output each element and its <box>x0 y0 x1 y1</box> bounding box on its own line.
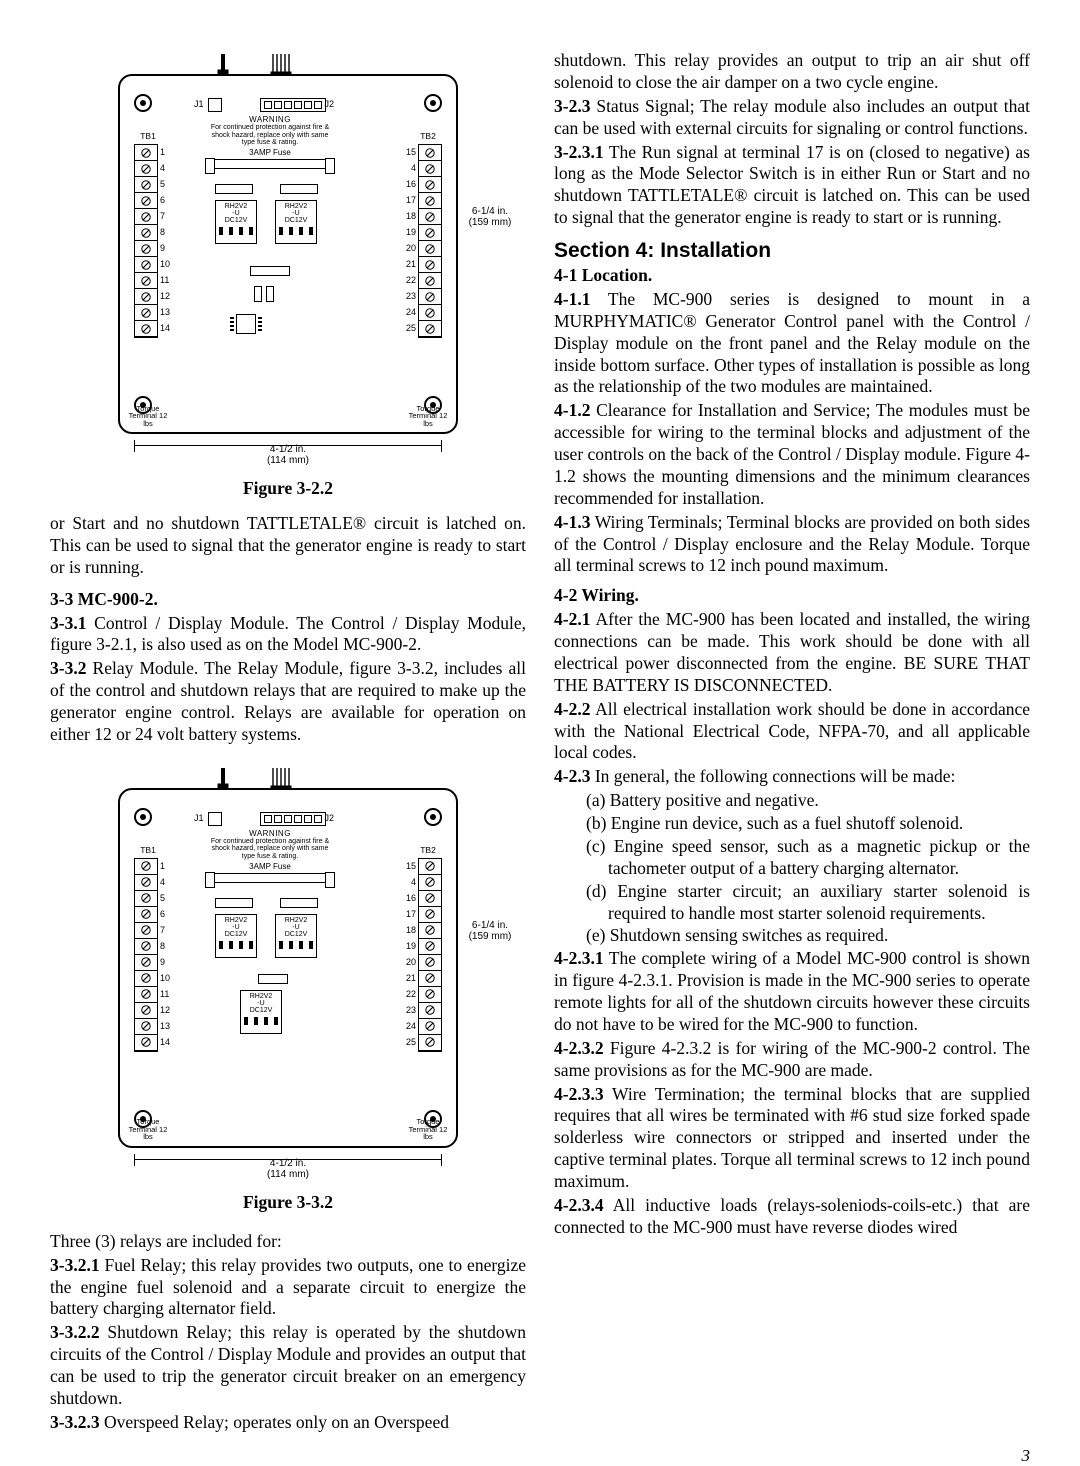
list-item: (e) Shutdown sensing switches as require… <box>586 925 1030 947</box>
subsection-heading: 4-1 Location. <box>554 265 1030 287</box>
paragraph: 3-3.2.1 Fuel Relay; this relay provides … <box>50 1255 526 1321</box>
figure-caption: Figure 3-3.2 <box>243 1192 333 1213</box>
page-number: 3 <box>50 1446 1030 1466</box>
paragraph: shutdown. This relay provides an output … <box>554 50 1030 94</box>
paragraph: 4-1.3 Wiring Terminals; Terminal blocks … <box>554 512 1030 578</box>
paragraph: 4-2.2 All electrical installation work s… <box>554 699 1030 765</box>
paragraph: 3-2.3.1 The Run signal at terminal 17 is… <box>554 142 1030 230</box>
pcb-diagram-332: J1J2WARNINGFor continued protection agai… <box>118 788 458 1148</box>
paragraph: 4-2.3.3 Wire Termination; the terminal b… <box>554 1084 1030 1193</box>
right-column: shutdown. This relay provides an output … <box>554 50 1030 1436</box>
paragraph: 3-3.2 Relay Module. The Relay Module, fi… <box>50 658 526 746</box>
figure-3-3-2: J1J2WARNINGFor continued protection agai… <box>50 764 526 1221</box>
pcb-diagram-322: J1J2WARNINGFor continued protection agai… <box>118 74 458 434</box>
paragraph: 4-2.3.2 Figure 4-2.3.2 is for wiring of … <box>554 1038 1030 1082</box>
list-item: (c) Engine speed sensor, such as a magne… <box>586 836 1030 880</box>
paragraph: 3-3.2.3 Overspeed Relay; operates only o… <box>50 1412 526 1434</box>
figure-3-2-2: J1J2WARNINGFor continued protection agai… <box>50 50 526 507</box>
paragraph: 4-1.2 Clearance for Installation and Ser… <box>554 400 1030 509</box>
paragraph: 4-1.1 The MC-900 series is designed to m… <box>554 289 1030 398</box>
paragraph: 4-2.3.1 The complete wiring of a Model M… <box>554 948 1030 1036</box>
left-column: J1J2WARNINGFor continued protection agai… <box>50 50 526 1436</box>
paragraph: 3-3.1 Control / Display Module. The Cont… <box>50 613 526 657</box>
paragraph: 3-2.3 Status Signal; The relay module al… <box>554 96 1030 140</box>
two-column-layout: J1J2WARNINGFor continued protection agai… <box>50 50 1030 1436</box>
list-item: (d) Engine starter circuit; an auxiliary… <box>586 881 1030 925</box>
paragraph: 4-2.3 In general, the following connecti… <box>554 766 1030 788</box>
figure-caption: Figure 3-2.2 <box>243 478 333 499</box>
list-item: (a) Battery positive and negative. <box>586 790 1030 812</box>
connection-list: (a) Battery positive and negative. (b) E… <box>554 790 1030 947</box>
paragraph: or Start and no shutdown TATTLETALE® cir… <box>50 513 526 579</box>
subsection-heading: 3-3 MC-900-2. <box>50 589 526 611</box>
section-4-heading: Section 4: Installation <box>554 239 1030 263</box>
paragraph: Three (3) relays are included for: <box>50 1231 526 1253</box>
list-item: (b) Engine run device, such as a fuel sh… <box>586 813 1030 835</box>
paragraph: 4-2.3.4 All inductive loads (relays-sole… <box>554 1195 1030 1239</box>
subsection-heading: 4-2 Wiring. <box>554 585 1030 607</box>
paragraph: 4-2.1 After the MC-900 has been located … <box>554 609 1030 697</box>
